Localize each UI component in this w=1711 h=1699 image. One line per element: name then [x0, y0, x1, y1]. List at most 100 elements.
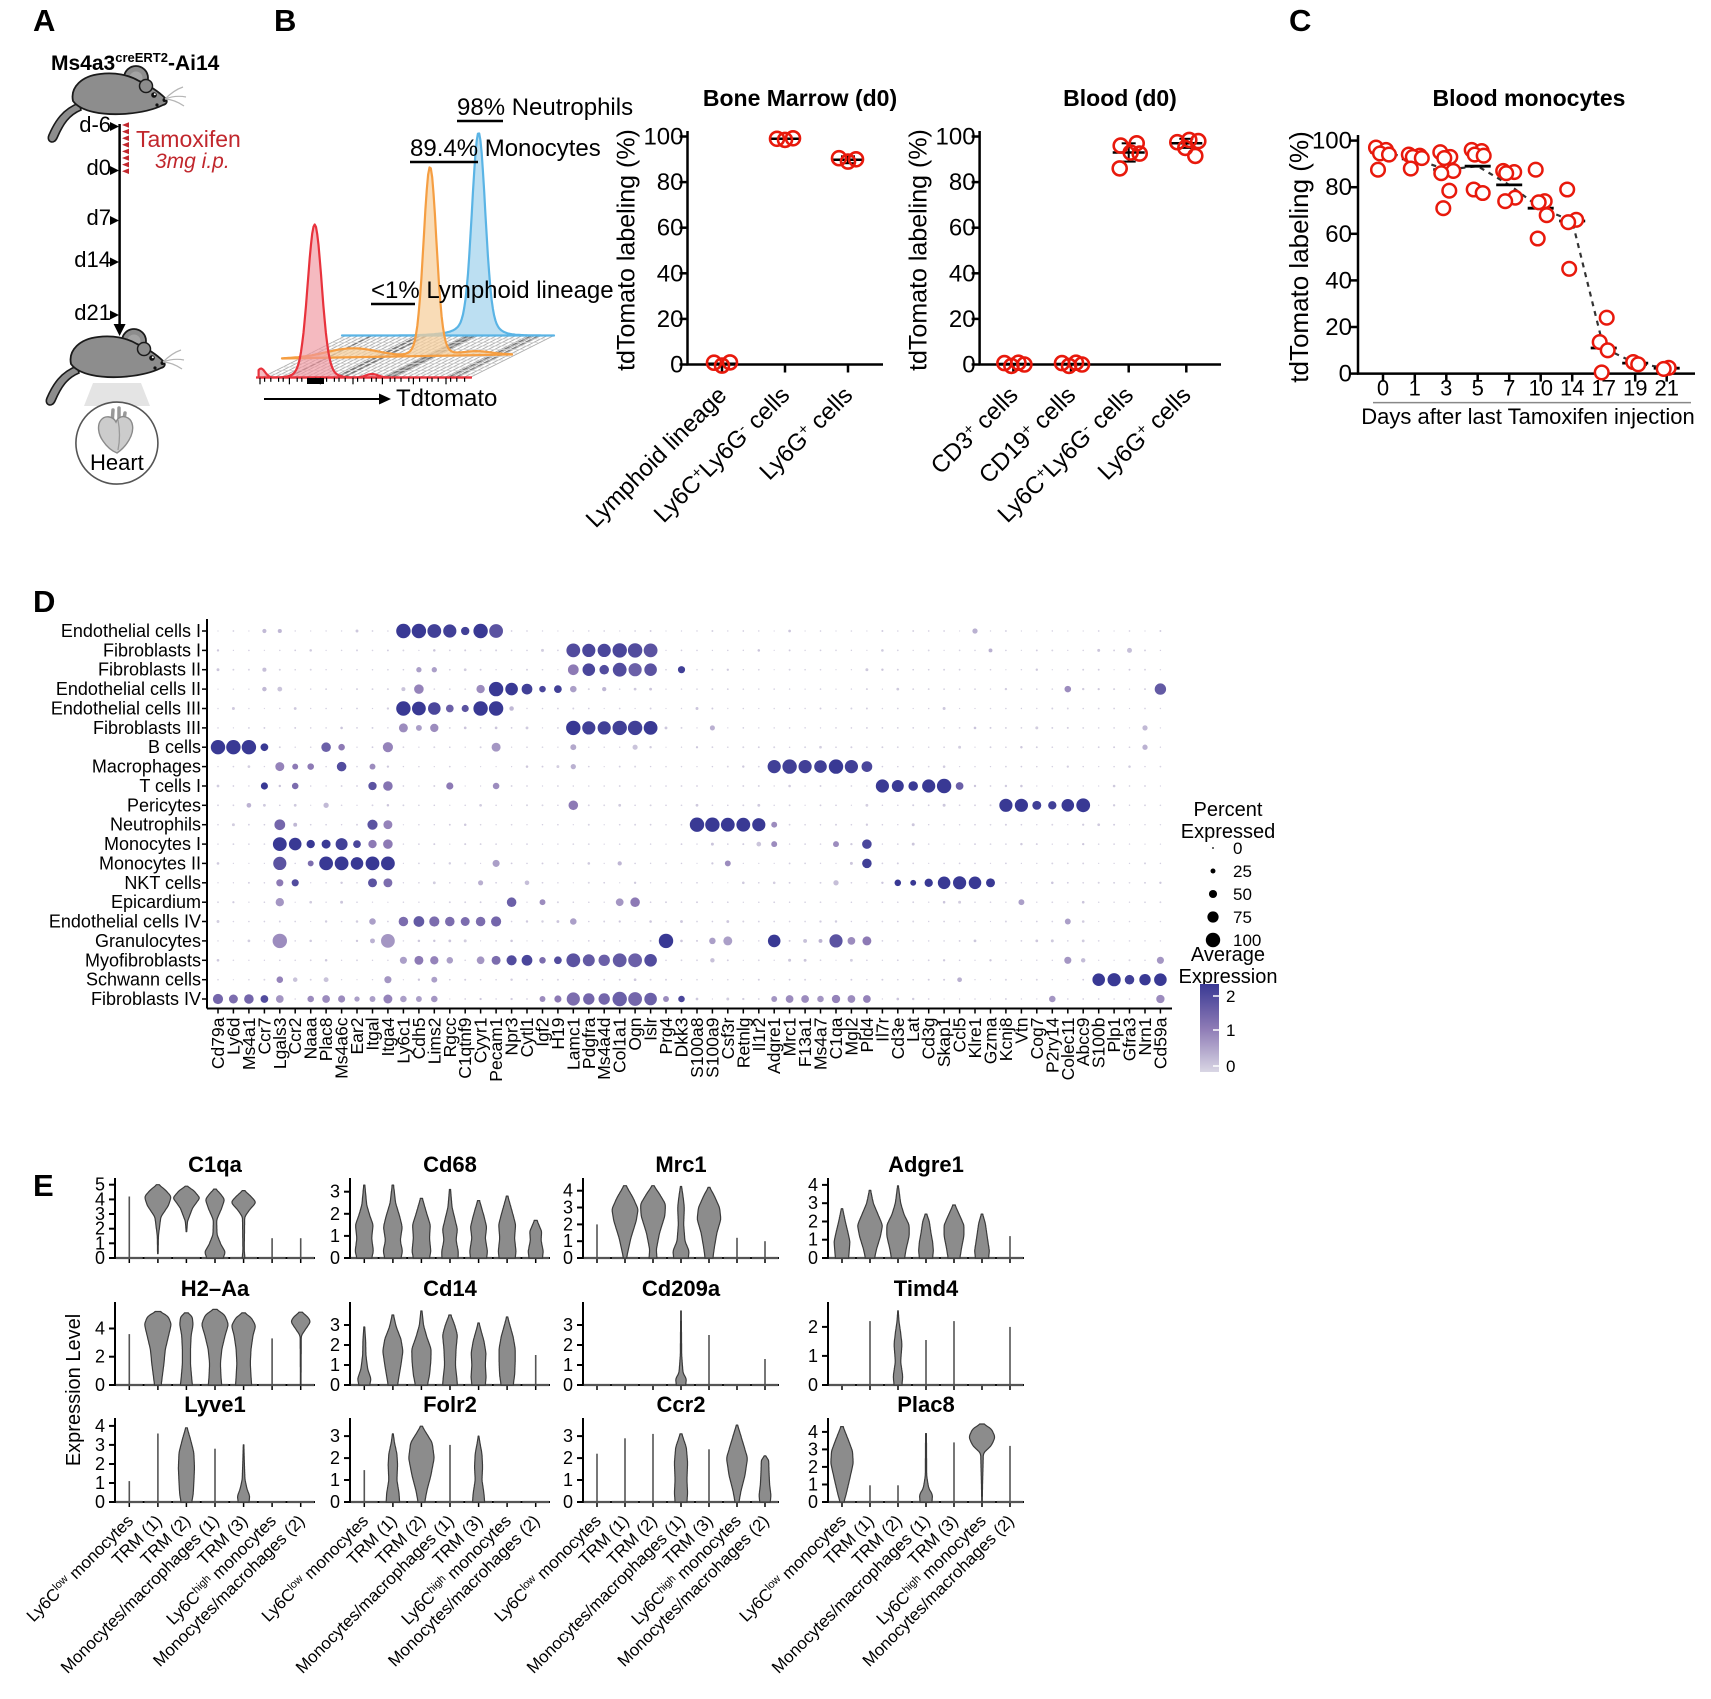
svg-text:14: 14	[1560, 376, 1584, 401]
svg-text:Skap1: Skap1	[934, 1018, 954, 1068]
svg-text:2: 2	[95, 1219, 105, 1239]
svg-text:0: 0	[95, 1492, 105, 1512]
svg-text:Cd59a: Cd59a	[1150, 1017, 1170, 1069]
svg-text:Retnlg: Retnlg	[733, 1018, 753, 1069]
svg-text:tdTomato labeling (%): tdTomato labeling (%)	[613, 129, 641, 371]
svg-text:<1% Lymphoid lineage: <1% Lymphoid lineage	[371, 277, 614, 304]
svg-text:Naaa: Naaa	[301, 1017, 321, 1059]
svg-text:Fibroblasts I: Fibroblasts I	[103, 640, 201, 660]
svg-text:Bone Marrow (d0): Bone Marrow (d0)	[703, 85, 897, 111]
svg-text:Endothelial cells I: Endothelial cells I	[61, 621, 201, 641]
svg-text:50: 50	[1233, 885, 1252, 904]
svg-text:Cog7: Cog7	[1027, 1018, 1047, 1060]
svg-text:1: 1	[563, 1470, 573, 1490]
svg-text:Mgl2: Mgl2	[841, 1018, 861, 1056]
svg-text:Csf3r: Csf3r	[718, 1017, 738, 1059]
svg-text:tdTomato labeling (%): tdTomato labeling (%)	[1284, 131, 1314, 382]
svg-text:3: 3	[563, 1198, 573, 1218]
svg-text:2: 2	[808, 1317, 818, 1337]
svg-text:Schwann cells: Schwann cells	[86, 970, 201, 990]
svg-text:1: 1	[808, 1230, 818, 1250]
svg-text:Timd4: Timd4	[894, 1276, 959, 1301]
svg-text:80: 80	[949, 169, 976, 196]
svg-text:Itga4: Itga4	[378, 1017, 398, 1056]
svg-text:Average: Average	[1191, 944, 1265, 966]
svg-text:2: 2	[808, 1457, 818, 1477]
svg-text:2: 2	[563, 1448, 573, 1468]
svg-text:d14: d14	[74, 247, 111, 272]
svg-text:Fibroblasts II: Fibroblasts II	[98, 660, 201, 680]
svg-text:Ogn: Ogn	[625, 1018, 645, 1051]
svg-text:P2ry14: P2ry14	[1042, 1017, 1062, 1073]
svg-text:Rgcc: Rgcc	[440, 1017, 460, 1057]
svg-text:0: 0	[330, 1248, 340, 1268]
svg-text:Gfra3: Gfra3	[1120, 1018, 1140, 1062]
svg-text:0: 0	[962, 352, 975, 379]
svg-text:Blood (d0): Blood (d0)	[1063, 85, 1177, 111]
svg-text:Fibroblasts IV: Fibroblasts IV	[91, 989, 201, 1009]
svg-text:0: 0	[95, 1248, 105, 1268]
svg-text:4: 4	[563, 1181, 573, 1201]
svg-text:Kcnj8: Kcnj8	[996, 1018, 1016, 1062]
svg-text:0: 0	[808, 1248, 818, 1268]
svg-text:Igf2: Igf2	[533, 1018, 553, 1047]
svg-text:Ccr7: Ccr7	[254, 1018, 274, 1055]
svg-text:Nrn1: Nrn1	[1135, 1018, 1155, 1056]
svg-text:21: 21	[1654, 376, 1678, 401]
svg-text:Heart: Heart	[90, 450, 144, 475]
svg-text:2: 2	[95, 1454, 105, 1474]
svg-text:3mg i.p.: 3mg i.p.	[155, 150, 230, 173]
svg-text:1: 1	[1409, 376, 1421, 401]
svg-text:Neutrophils: Neutrophils	[110, 815, 201, 835]
svg-text:0: 0	[563, 1492, 573, 1512]
svg-text:80: 80	[1325, 174, 1352, 201]
svg-text:5: 5	[1472, 376, 1484, 401]
svg-text:tdTomato labeling (%): tdTomato labeling (%)	[905, 129, 933, 371]
svg-text:Colec11: Colec11	[1058, 1018, 1078, 1081]
svg-text:1: 1	[563, 1355, 573, 1375]
svg-text:3: 3	[563, 1426, 573, 1446]
svg-text:75: 75	[1233, 908, 1252, 927]
svg-text:Klre1: Klre1	[965, 1018, 985, 1059]
svg-text:d21: d21	[74, 300, 111, 325]
svg-text:d0: d0	[87, 155, 111, 180]
svg-text:2: 2	[95, 1347, 105, 1367]
svg-text:40: 40	[657, 260, 684, 287]
svg-text:Adgre1: Adgre1	[888, 1152, 964, 1177]
svg-text:Ms4a4d: Ms4a4d	[594, 1018, 614, 1080]
svg-text:F13a1: F13a1	[795, 1018, 815, 1068]
svg-text:Ms4a1: Ms4a1	[239, 1018, 259, 1071]
svg-text:Plac8: Plac8	[897, 1392, 955, 1417]
svg-text:Tdtomato: Tdtomato	[396, 385, 497, 412]
svg-text:Lat: Lat	[903, 1017, 923, 1041]
svg-text:C1qa: C1qa	[188, 1152, 243, 1177]
svg-text:3: 3	[808, 1439, 818, 1459]
svg-text:Lyve1: Lyve1	[184, 1392, 246, 1417]
svg-text:1: 1	[95, 1233, 105, 1253]
svg-text:40: 40	[1325, 267, 1352, 294]
svg-text:3: 3	[808, 1193, 818, 1213]
svg-text:0: 0	[1377, 376, 1389, 401]
svg-text:Gzma: Gzma	[981, 1017, 1001, 1064]
svg-text:Plac8: Plac8	[316, 1018, 336, 1062]
svg-text:Dkk3: Dkk3	[672, 1018, 692, 1058]
svg-text:S100a9: S100a9	[702, 1018, 722, 1078]
svg-text:Folr2: Folr2	[423, 1392, 477, 1417]
svg-text:Cd68: Cd68	[423, 1152, 477, 1177]
svg-text:4: 4	[95, 1189, 105, 1209]
svg-text:1: 1	[808, 1346, 818, 1366]
svg-text:Percent: Percent	[1194, 799, 1263, 821]
svg-text:60: 60	[949, 215, 976, 242]
svg-text:Ms4a6c: Ms4a6c	[332, 1017, 352, 1079]
svg-text:Lamc1: Lamc1	[563, 1018, 583, 1071]
svg-text:0: 0	[330, 1375, 340, 1395]
svg-text:Blood monocytes: Blood monocytes	[1433, 85, 1626, 111]
svg-text:T cells I: T cells I	[139, 776, 201, 796]
svg-text:Cd209a: Cd209a	[642, 1276, 721, 1301]
svg-text:2: 2	[330, 1204, 340, 1224]
svg-text:89.4% Monocytes: 89.4% Monocytes	[410, 135, 601, 162]
svg-text:Cyyr1: Cyyr1	[471, 1018, 491, 1064]
svg-text:Ccr2: Ccr2	[285, 1018, 305, 1055]
svg-text:40: 40	[949, 260, 976, 287]
svg-text:5: 5	[95, 1175, 105, 1195]
